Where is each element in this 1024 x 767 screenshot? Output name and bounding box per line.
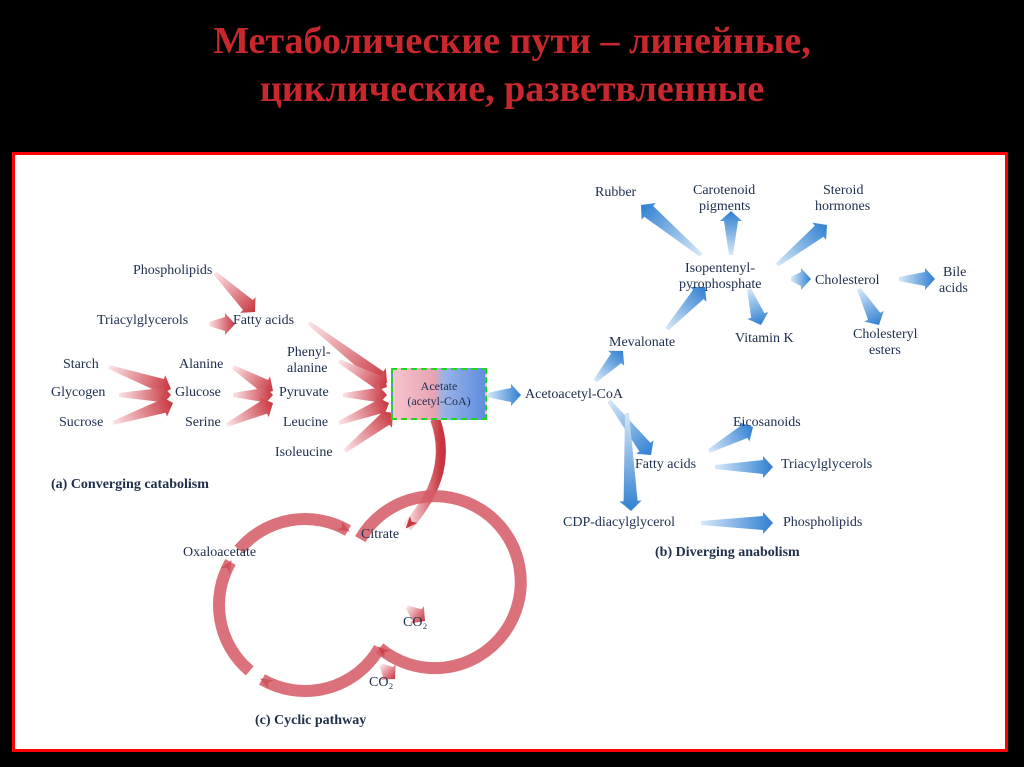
label-bile: Bile	[943, 265, 966, 281]
label-phenyl: Phenyl-	[287, 345, 331, 361]
acetyl-coa-label: (acetyl-CoA)	[407, 394, 470, 409]
label-cholest-est: Cholesteryl	[853, 327, 918, 343]
label-vitk: Vitamin K	[735, 331, 794, 347]
label-phospho-r: Phospholipids	[783, 515, 862, 531]
label-phospholipids: Phospholipids	[133, 263, 212, 279]
label-cdp: CDP-diacylglycerol	[563, 515, 675, 531]
label-oxaloacetate: Oxaloacetate	[183, 545, 256, 561]
diagram-panel: Acetate (acetyl-CoA) Phospholipids Triacy…	[12, 152, 1008, 752]
slide-title: Метаболические пути – линейные, цикличес…	[0, 18, 1024, 113]
label-starch: Starch	[63, 357, 99, 373]
label-co2a: CO₂	[403, 615, 427, 631]
section-b: (b) Diverging anabolism	[655, 545, 800, 561]
arrows-layer	[15, 155, 1005, 749]
label-isopent2: pyrophosphate	[679, 277, 761, 293]
label-fatty-r: Fatty acids	[635, 457, 696, 473]
label-cholest-est2: esters	[869, 343, 901, 359]
label-carotenoid: Carotenoid	[693, 183, 755, 199]
label-glucose: Glucose	[175, 385, 221, 401]
label-mevalonate: Mevalonate	[609, 335, 675, 351]
label-rubber: Rubber	[595, 185, 636, 201]
label-fatty-acids-l: Fatty acids	[233, 313, 294, 329]
label-sucrose: Sucrose	[59, 415, 103, 431]
label-acetoacetyl: Acetoacetyl-CoA	[525, 387, 623, 403]
label-tri-r: Triacylglycerols	[781, 457, 872, 473]
label-isoleucine: Isoleucine	[275, 445, 333, 461]
title-line-1: Метаболические пути – линейные,	[213, 20, 811, 62]
label-alanine: Alanine	[179, 357, 223, 373]
label-glycogen: Glycogen	[51, 385, 105, 401]
label-steroid2: hormones	[815, 199, 870, 215]
label-isopent: Isopentenyl-	[685, 261, 755, 277]
label-phenyl2: alanine	[287, 361, 327, 377]
label-pyruvate: Pyruvate	[279, 385, 329, 401]
acetate-label: Acetate	[421, 379, 458, 394]
title-line-2: циклические, разветвленные	[260, 68, 764, 110]
acetyl-coa-hub: Acetate (acetyl-CoA)	[391, 368, 487, 420]
label-citrate: Citrate	[361, 527, 399, 543]
label-steroid: Steroid	[823, 183, 863, 199]
label-triacylglycerols: Triacylglycerols	[97, 313, 188, 329]
slide: Метаболические пути – линейные, цикличес…	[0, 0, 1024, 767]
label-bile2: acids	[939, 281, 968, 297]
section-c: (c) Cyclic pathway	[255, 713, 366, 729]
label-carotenoid2: pigments	[699, 199, 750, 215]
label-eicos: Eicosanoids	[733, 415, 801, 431]
label-leucine: Leucine	[283, 415, 328, 431]
label-cholesterol: Cholesterol	[815, 273, 880, 289]
label-serine: Serine	[185, 415, 221, 431]
label-co2b: CO₂	[369, 675, 393, 691]
section-a: (a) Converging catabolism	[51, 477, 209, 493]
